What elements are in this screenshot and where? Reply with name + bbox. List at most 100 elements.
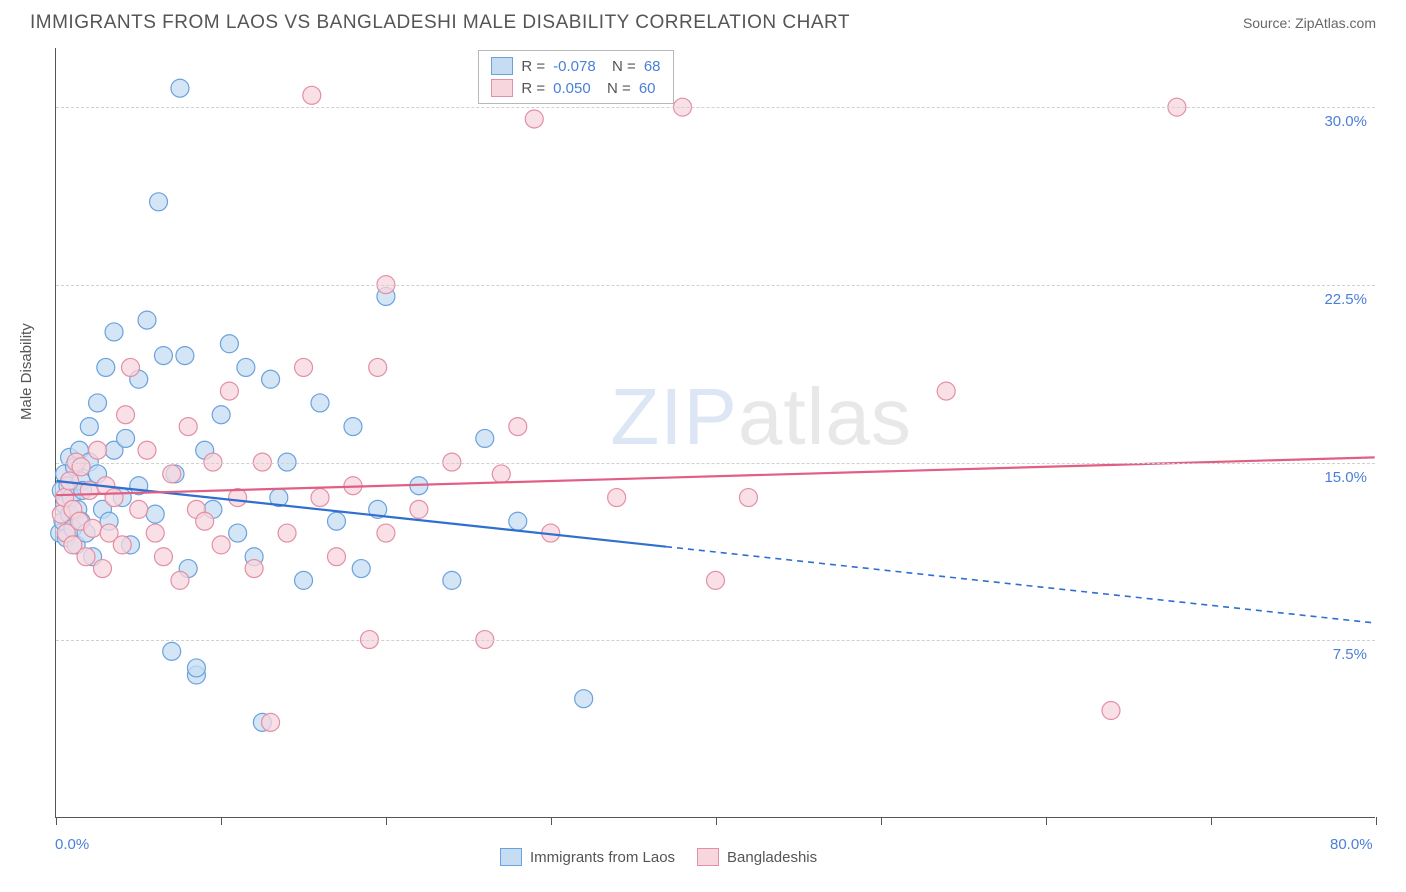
legend-swatch [491,57,513,75]
scatter-point [608,489,626,507]
xtick [1046,817,1047,825]
scatter-point [245,560,263,578]
scatter-point [262,370,280,388]
scatter-point [476,429,494,447]
scatter-point [492,465,510,483]
chart-header: IMMIGRANTS FROM LAOS VS BANGLADESHI MALE… [0,0,1406,42]
chart-title: IMMIGRANTS FROM LAOS VS BANGLADESHI MALE… [30,12,850,34]
xtick [221,817,222,825]
legend-swatch [697,848,719,866]
scatter-point [410,500,428,518]
scatter-point [311,489,329,507]
scatter-point [163,642,181,660]
legend-series-name: Immigrants from Laos [530,849,675,866]
stat-n-label: N = [604,58,636,75]
ytick-label: 22.5% [1324,291,1367,308]
scatter-point [295,358,313,376]
xtick [1211,817,1212,825]
ytick-label: 7.5% [1333,646,1367,663]
scatter-point [262,713,280,731]
scatter-point [113,536,131,554]
scatter-point [739,489,757,507]
stat-n-label: N = [599,80,631,97]
scatter-point [89,441,107,459]
xtick [881,817,882,825]
gridline [56,107,1375,108]
scatter-point [84,519,102,537]
stat-legend-row: R = -0.078 N = 68 [491,55,660,77]
scatter-point [229,489,247,507]
gridline [56,285,1375,286]
scatter-point [171,571,189,589]
stat-r-value: 0.050 [553,80,591,97]
scatter-point [187,659,205,677]
scatter-point [229,524,247,542]
scatter-point [146,505,164,523]
scatter-point [105,323,123,341]
bottom-legend-item: Bangladeshis [697,848,817,866]
scatter-point [525,110,543,128]
scatter-point [97,358,115,376]
stat-legend-row: R = 0.050 N = 60 [491,77,660,99]
scatter-point [176,347,194,365]
scatter-point [212,536,230,554]
scatter-point [220,335,238,353]
scatter-point [707,571,725,589]
scatter-point [212,406,230,424]
scatter-point [295,571,313,589]
scatter-point [117,406,135,424]
gridline [56,640,1375,641]
stat-r-value: -0.078 [553,58,596,75]
trend-line-dashed [666,547,1375,623]
scatter-point [94,560,112,578]
plot-area: ZIPatlas R = -0.078 N = 68R = 0.050 N = … [55,48,1375,818]
scatter-point [122,358,140,376]
scatter-point [196,512,214,530]
xtick [551,817,552,825]
stat-n-value: 68 [644,58,661,75]
bottom-legend: Immigrants from Laos Bangladeshis [500,848,817,866]
scatter-point [509,512,527,530]
scatter-point [237,358,255,376]
xtick [386,817,387,825]
stat-r-label: R = [521,58,545,75]
scatter-point [171,79,189,97]
xtick-label: 0.0% [55,836,89,853]
scatter-point [150,193,168,211]
scatter-point [163,465,181,483]
bottom-legend-item: Immigrants from Laos [500,848,675,866]
gridline [56,463,1375,464]
scatter-point [72,458,90,476]
ytick-label: 15.0% [1324,469,1367,486]
y-axis-label: Male Disability [18,323,35,420]
legend-swatch [500,848,522,866]
stat-legend: R = -0.078 N = 68R = 0.050 N = 60 [478,50,673,104]
xtick [1376,817,1377,825]
scatter-point [179,418,197,436]
xtick [56,817,57,825]
stat-r-label: R = [521,80,545,97]
scatter-point [328,548,346,566]
scatter-point [130,500,148,518]
scatter-point [154,548,172,566]
scatter-point [117,429,135,447]
scatter-point [77,548,95,566]
ytick-label: 30.0% [1324,113,1367,130]
scatter-point [303,86,321,104]
scatter-point [220,382,238,400]
scatter-point [509,418,527,436]
scatter-point [146,524,164,542]
scatter-point [344,418,362,436]
chart-svg [56,48,1375,817]
scatter-point [154,347,172,365]
scatter-point [443,571,461,589]
scatter-point [377,524,395,542]
scatter-point [138,311,156,329]
legend-series-name: Bangladeshis [727,849,817,866]
legend-swatch [491,79,513,97]
scatter-point [575,690,593,708]
scatter-point [328,512,346,530]
stat-n-value: 60 [639,80,656,97]
scatter-point [80,418,98,436]
scatter-point [369,358,387,376]
